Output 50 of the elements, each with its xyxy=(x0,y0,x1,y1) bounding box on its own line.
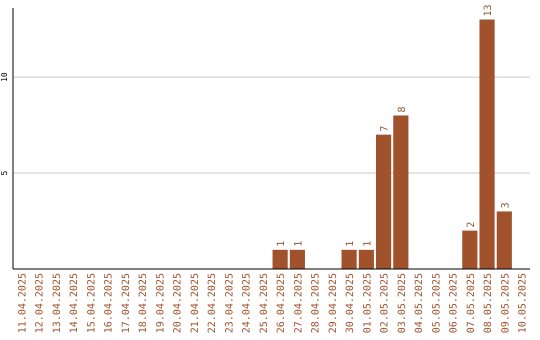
x-tick-label: 10.05.2025 xyxy=(518,273,529,334)
y-tick-label: 5 xyxy=(0,170,9,176)
x-tick-label: 20.04.2025 xyxy=(172,273,184,334)
bar xyxy=(272,250,288,269)
x-tick-label: 18.04.2025 xyxy=(138,273,150,334)
x-tick-label: 09.05.2025 xyxy=(500,273,512,334)
x-tick-label: 30.04.2025 xyxy=(345,273,356,334)
x-tick-label: 07.05.2025 xyxy=(466,273,477,334)
data-label: 1 xyxy=(362,240,374,247)
x-tick-label: 11.04.2025 xyxy=(17,273,28,334)
x-tick-label: 13.04.2025 xyxy=(52,273,63,334)
x-tick-label: 08.05.2025 xyxy=(483,273,494,334)
x-tick-label: 15.04.2025 xyxy=(86,273,98,334)
x-tick-label: 25.04.2025 xyxy=(258,273,270,334)
data-label: 1 xyxy=(345,240,356,247)
data-label: 1 xyxy=(276,240,288,247)
data-label: 7 xyxy=(380,126,391,132)
bar xyxy=(496,211,512,269)
x-tick-label: 12.04.2025 xyxy=(34,273,46,334)
bar xyxy=(342,250,357,269)
x-tick-label: 23.04.2025 xyxy=(224,273,236,334)
x-tick-label: 19.04.2025 xyxy=(155,273,166,334)
data-label: 3 xyxy=(500,202,512,208)
x-tick-label: 26.04.2025 xyxy=(276,273,288,334)
x-tick-label: 27.04.2025 xyxy=(293,273,304,334)
x-tick-label: 02.05.2025 xyxy=(380,273,391,334)
bar xyxy=(376,134,392,269)
x-tick-label: 22.04.2025 xyxy=(207,273,218,334)
bar xyxy=(479,20,495,269)
x-tick-label: 16.04.2025 xyxy=(104,273,115,334)
data-label: 2 xyxy=(466,222,477,228)
x-tick-label: 24.04.2025 xyxy=(242,273,253,334)
x-tick-label: 29.04.2025 xyxy=(328,273,339,334)
x-tick-label: 05.05.2025 xyxy=(431,273,442,334)
x-tick-label: 06.05.2025 xyxy=(448,273,460,334)
data-label: 8 xyxy=(396,106,408,112)
x-tick-label: 03.05.2025 xyxy=(396,273,408,334)
bar xyxy=(393,115,408,269)
bar xyxy=(462,230,478,269)
data-label: 13 xyxy=(483,4,494,17)
x-tick-label: 21.04.2025 xyxy=(190,273,201,334)
x-tick-label: 04.05.2025 xyxy=(414,273,426,334)
x-tick-label: 01.05.2025 xyxy=(362,273,374,334)
x-tick-label: 17.04.2025 xyxy=(120,273,132,334)
bar xyxy=(358,250,374,269)
data-label: 1 xyxy=(293,240,304,247)
bar xyxy=(290,250,305,269)
x-tick-label: 14.04.2025 xyxy=(69,273,80,334)
y-tick-label: 10 xyxy=(0,72,9,82)
x-tick-label: 28.04.2025 xyxy=(310,273,322,334)
